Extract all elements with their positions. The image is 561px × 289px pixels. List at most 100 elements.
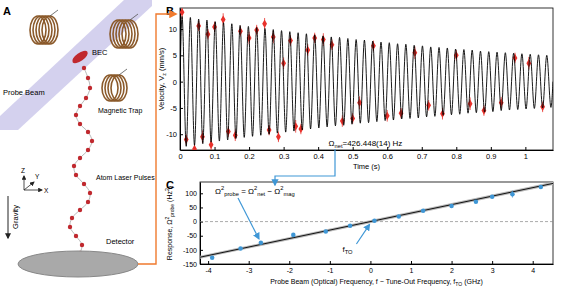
data-point	[221, 15, 226, 23]
tick-mark	[491, 147, 492, 150]
data-point	[474, 200, 479, 205]
data-point	[539, 185, 544, 190]
figure-svg: 00.10.20.30.40.50.60.70.80.91-10-50510Ti…	[0, 0, 561, 289]
data-point	[324, 229, 329, 234]
tick-mark	[370, 261, 371, 264]
tick-label: -100	[183, 247, 197, 254]
text-part: = Ω	[239, 187, 254, 196]
data-point	[449, 204, 454, 209]
tick-mark	[249, 147, 250, 150]
tick-label: 4	[531, 267, 535, 274]
data-point	[468, 100, 473, 108]
detector	[18, 251, 138, 277]
label: Y	[35, 173, 40, 180]
plot-area	[200, 182, 553, 260]
data-point	[426, 101, 431, 109]
plot-frame	[200, 182, 553, 264]
tick: -100	[183, 247, 203, 254]
data-point	[293, 122, 298, 130]
diagram: ABECProbe BeamMagnetic TrapAtom Laser Pu…	[0, 0, 155, 277]
axis-line	[181, 150, 554, 151]
tick-label: -2	[287, 267, 293, 274]
tick-label: 0.4	[313, 152, 323, 161]
text-part: Response, Ω	[166, 220, 174, 261]
pulse	[80, 243, 84, 247]
label: Gravity	[11, 205, 20, 229]
tick-label: 0	[178, 152, 182, 161]
tick: 1	[410, 261, 414, 274]
coil	[102, 69, 127, 101]
tick: 3	[491, 261, 495, 274]
annotation: Ω2probe = Ω2net − Ω2mag	[215, 185, 295, 197]
tick: 0	[369, 261, 373, 274]
tick: -150	[183, 261, 203, 268]
tick-mark	[525, 147, 526, 150]
tick-label: 0.2	[244, 152, 254, 161]
tick-mark	[289, 261, 290, 264]
pulse	[74, 234, 78, 238]
connector-arrow	[138, 14, 176, 264]
tick-label: 0.6	[383, 152, 393, 161]
pulse	[70, 216, 74, 220]
axis-line	[200, 183, 201, 265]
label: X	[44, 187, 49, 194]
arrow	[275, 149, 335, 185]
text-part: probe	[169, 204, 175, 217]
pulse	[86, 76, 90, 80]
tick-mark	[180, 82, 183, 83]
tick-label: 0.9	[486, 152, 496, 161]
text-part: probe	[224, 191, 239, 197]
data-point	[372, 218, 377, 223]
tick: -2	[287, 261, 293, 274]
panel-label: C	[166, 179, 174, 191]
data-point	[210, 256, 215, 261]
data-point	[348, 224, 353, 229]
tick-mark	[330, 261, 331, 264]
y-axis-title: Velocity, Vz (mm/s)	[157, 47, 167, 110]
tick-label: 0.8	[452, 152, 462, 161]
data-point	[499, 99, 504, 107]
tick-mark	[456, 147, 457, 150]
tick-label: -4	[205, 267, 211, 274]
text-part: Velocity, V	[157, 76, 166, 110]
axis: -4-3-2-101234	[201, 261, 554, 274]
pulse	[86, 130, 90, 134]
data-point	[267, 126, 272, 134]
data-point	[490, 194, 495, 199]
label: Probe Beam	[3, 88, 45, 97]
tick: 0.5	[348, 147, 358, 161]
tick: 1	[524, 147, 528, 161]
label: BEC	[92, 48, 108, 57]
arrow	[356, 225, 369, 244]
axis: -150-100-50050100	[183, 183, 203, 268]
tick-mark	[422, 147, 423, 150]
pulse-trail	[70, 68, 92, 253]
text-part: =426.448(14) Hz	[342, 139, 402, 148]
tick: -3	[246, 261, 252, 274]
tick-label: -150	[183, 261, 197, 268]
tick: 0.9	[486, 147, 496, 161]
pulse	[74, 173, 78, 177]
tick: 50	[189, 204, 203, 211]
tick: 0.2	[244, 147, 254, 161]
pulse	[78, 208, 82, 212]
tick-label: 10	[169, 25, 177, 34]
text-part: mag	[284, 191, 295, 197]
label: Detector	[106, 237, 135, 246]
tick: -50	[187, 232, 203, 239]
text-part: Probe Beam (Optical) Frequency, f − Tune…	[270, 278, 455, 286]
tick-label: 50	[189, 204, 197, 211]
pulse	[78, 156, 82, 160]
text-part: Time (s)	[353, 162, 381, 171]
panel-label: B	[166, 5, 174, 17]
tick-label: 5	[173, 51, 177, 60]
data-point	[262, 20, 267, 28]
pulse	[84, 96, 88, 100]
annotation: fTO	[342, 245, 353, 255]
tick-label: -1	[327, 267, 333, 274]
tick: 0.6	[383, 147, 393, 161]
data-point	[271, 33, 276, 41]
data-point	[540, 103, 545, 111]
tick: 0.7	[417, 147, 427, 161]
tick-label: 1	[524, 152, 528, 161]
